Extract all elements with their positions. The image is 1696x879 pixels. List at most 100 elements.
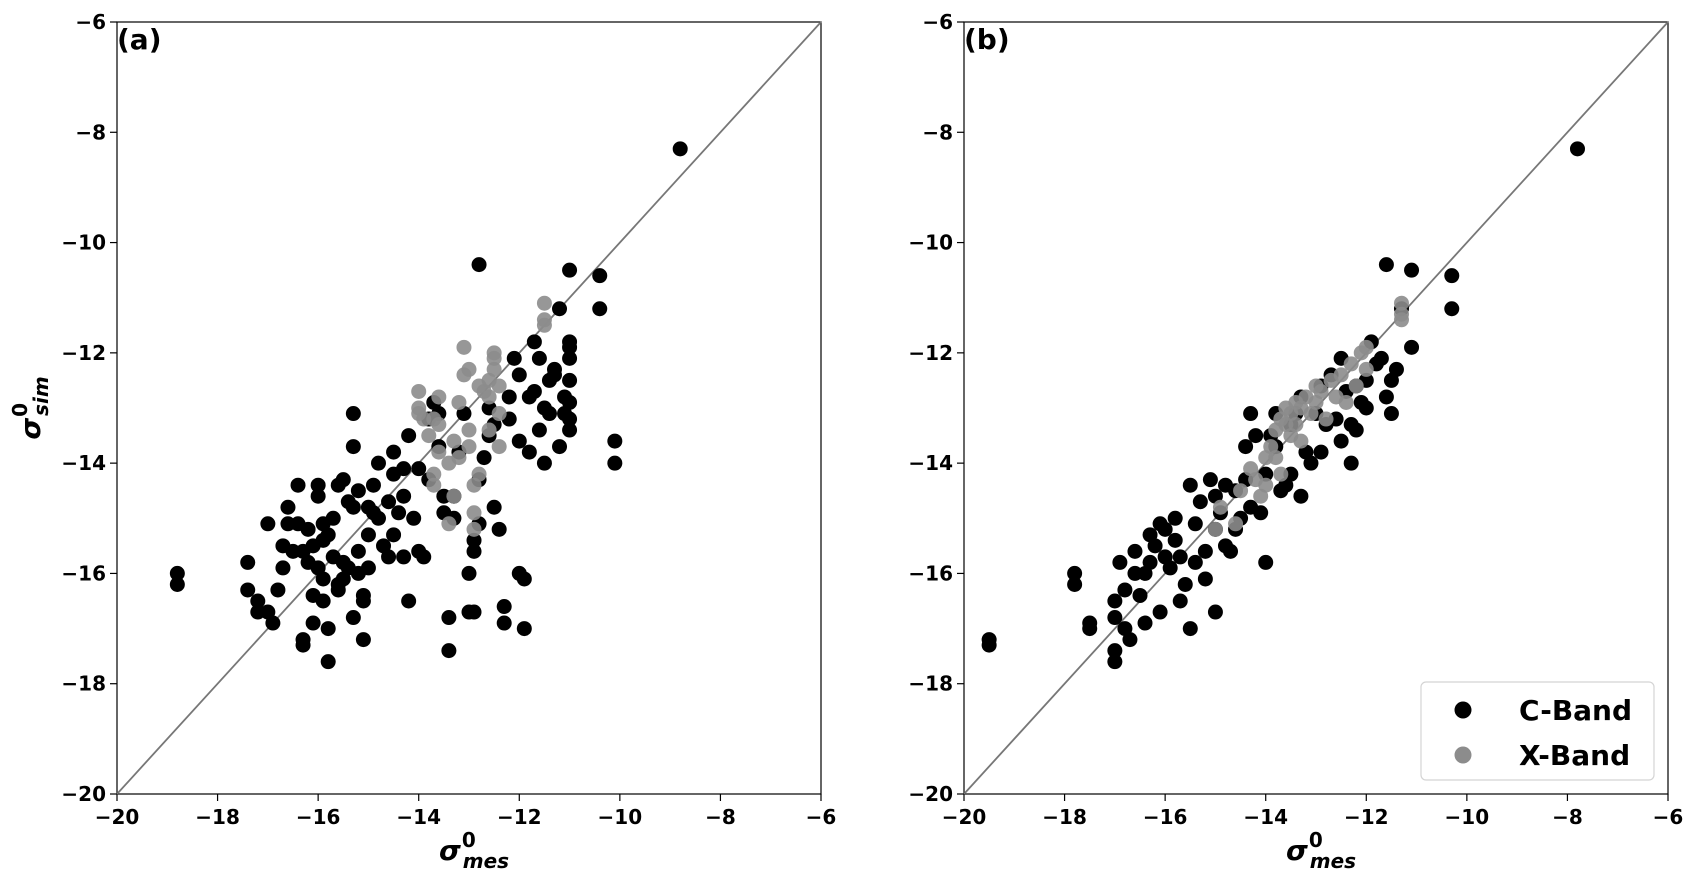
data-point [546, 361, 562, 377]
data-point [491, 406, 507, 422]
data-point [1343, 356, 1359, 372]
data-point [476, 450, 492, 466]
data-point [562, 350, 578, 366]
data-point [562, 411, 578, 427]
data-point [315, 593, 331, 609]
data-point [536, 455, 552, 471]
data-point [250, 593, 266, 609]
data-point [562, 334, 578, 350]
data-point [1378, 257, 1394, 273]
data-point [1172, 593, 1188, 609]
data-point [1132, 587, 1148, 603]
data-point [1288, 417, 1304, 433]
x-tick-label: −14 [1243, 805, 1288, 829]
data-point [169, 576, 185, 592]
data-point [1373, 350, 1389, 366]
data-point [1202, 472, 1218, 488]
data-point [446, 433, 462, 449]
y-axis-label: σ0sim [8, 376, 53, 439]
data-point [1212, 499, 1228, 515]
data-point [501, 389, 517, 405]
data-point [466, 521, 482, 537]
data-point [1223, 543, 1239, 559]
legend: C-Band X-Band [1420, 681, 1655, 781]
data-point [552, 439, 568, 455]
data-point [421, 428, 437, 444]
data-point [355, 593, 371, 609]
x-tick-label: −14 [396, 805, 441, 829]
y-tick-label: −12 [61, 341, 106, 365]
data-point [456, 339, 472, 355]
data-point [1273, 466, 1289, 482]
data-point [1197, 571, 1213, 587]
x-axis-label: σ0 mes [1286, 828, 1356, 873]
data-point [1333, 433, 1349, 449]
data-point [1569, 141, 1585, 157]
panel-label: (b) [964, 23, 1010, 56]
series-x-band [1207, 295, 1409, 537]
data-point [441, 643, 457, 659]
data-point [471, 257, 487, 273]
data-point [1358, 361, 1374, 377]
data-point [1348, 378, 1364, 394]
data-point [1303, 455, 1319, 471]
data-point [1107, 654, 1123, 670]
series-c-band [169, 141, 688, 670]
legend-marker [1454, 701, 1472, 719]
data-point [1238, 439, 1254, 455]
x-tick-label: −16 [1143, 805, 1188, 829]
data-point [370, 455, 386, 471]
x-tick-label: −8 [705, 805, 736, 829]
data-point [1152, 604, 1168, 620]
data-point [426, 477, 442, 493]
data-point [396, 488, 412, 504]
data-point [391, 505, 407, 521]
data-point [1444, 301, 1460, 317]
data-point [451, 394, 467, 410]
data-point [521, 444, 537, 460]
data-point [270, 582, 286, 598]
data-point [401, 593, 417, 609]
x-tick-label: −12 [1344, 805, 1389, 829]
data-point [1187, 516, 1203, 532]
data-point [466, 604, 482, 620]
data-point [461, 565, 477, 581]
y-tick-label: −6 [922, 10, 953, 34]
data-point [1358, 400, 1374, 416]
data-point [541, 406, 557, 422]
data-point [607, 433, 623, 449]
data-point [355, 632, 371, 648]
data-point [511, 367, 527, 383]
data-point [552, 301, 568, 317]
data-point [526, 383, 542, 399]
data-point [491, 439, 507, 455]
data-point [310, 477, 326, 493]
data-point [1107, 610, 1123, 626]
data-point [1192, 494, 1208, 510]
data-point [981, 632, 997, 648]
y-tick-label: −20 [61, 782, 106, 806]
data-point [320, 527, 336, 543]
data-point [1197, 543, 1213, 559]
data-point [320, 654, 336, 670]
data-point [1393, 295, 1409, 311]
data-point [1444, 268, 1460, 284]
x-tick-label: −18 [195, 805, 240, 829]
data-point [511, 433, 527, 449]
data-point [1117, 582, 1133, 598]
data-point [1253, 505, 1269, 521]
x-tick-label: −16 [296, 805, 341, 829]
data-point [411, 461, 427, 477]
data-point [1343, 455, 1359, 471]
x-tick-label: −20 [95, 805, 140, 829]
data-point [562, 372, 578, 388]
y-tick-label: −12 [908, 341, 953, 365]
data-point [360, 560, 376, 576]
data-point [496, 599, 512, 615]
data-point [1293, 433, 1309, 449]
y-tick-label: −10 [61, 231, 106, 255]
y-tick-label: −18 [908, 672, 953, 696]
data-point [516, 621, 532, 637]
data-point [446, 488, 462, 504]
data-point [345, 406, 361, 422]
